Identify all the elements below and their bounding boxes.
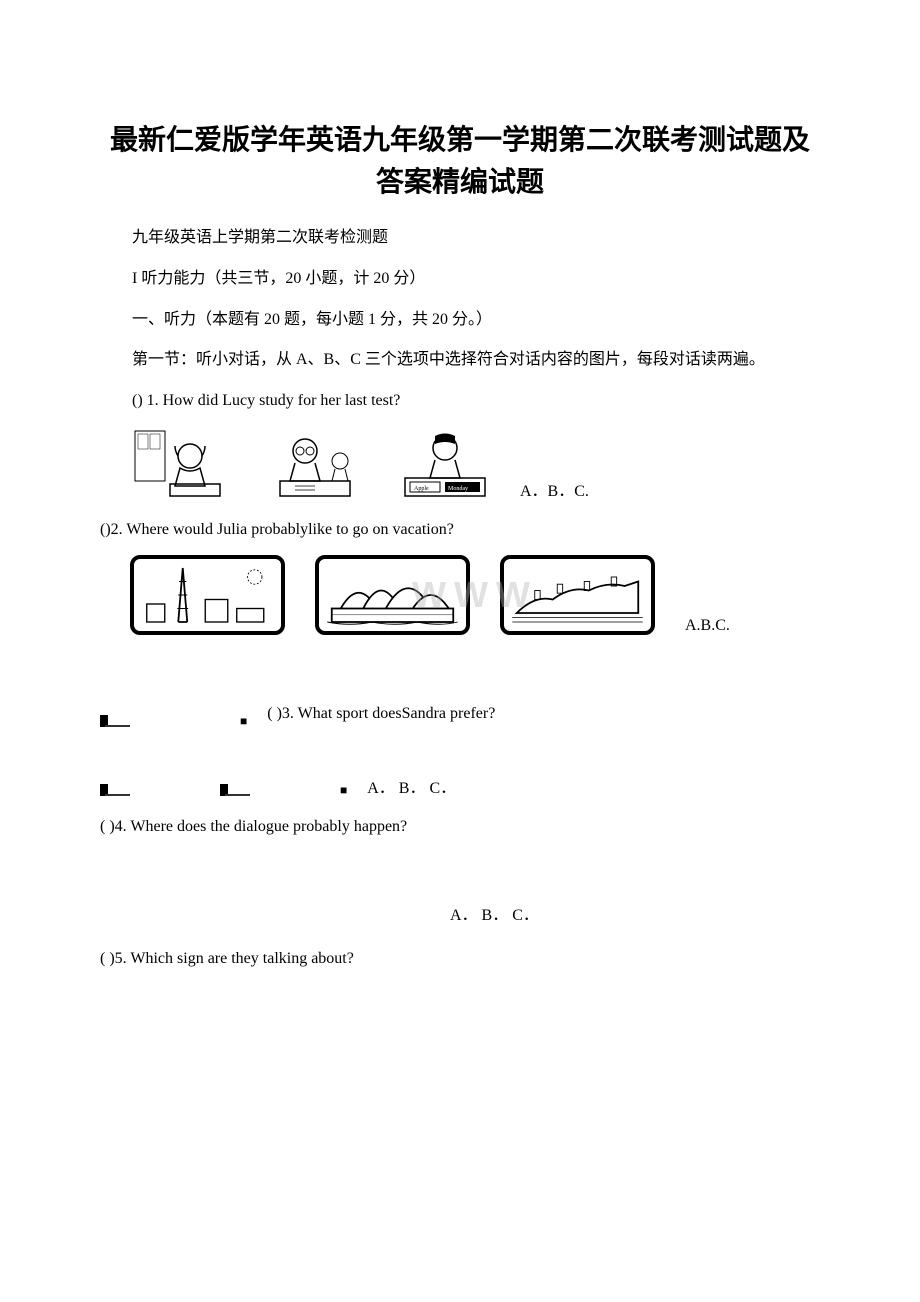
q3-icon-3	[220, 778, 260, 798]
q2-image-a	[130, 555, 285, 635]
section-one-instruction: 第一节：听小对话，从 A、B、C 三个选项中选择符合对话内容的图片，每段对话读两…	[100, 346, 820, 375]
q1-image-c: Apple Monday	[390, 426, 500, 501]
question-1-text: () 1. How did Lucy study for her last te…	[100, 387, 820, 416]
q3-marker: ■	[240, 714, 247, 729]
subtitle: 九年级英语上学期第二次联考检测题	[100, 224, 820, 253]
section-one-header: 一、听力（本题有 20 题，每小题 1 分，共 20 分。）	[100, 306, 820, 335]
q3-icon-2	[100, 778, 140, 798]
question-5-text: ( )5. Which sign are they talking about?	[100, 945, 820, 974]
q1-options: A．B．C.	[520, 477, 589, 501]
q2-image-b	[315, 555, 470, 635]
svg-text:Apple: Apple	[414, 486, 429, 492]
question-2-images: WWW A.B.C.	[130, 555, 820, 635]
q3-marker-2: ■	[340, 783, 347, 798]
question-3-options-row: ■ A． B． C．	[100, 774, 820, 798]
spacer-1	[100, 650, 820, 700]
q1-image-a	[130, 426, 240, 501]
q2-image-c	[500, 555, 655, 635]
question-3-row: ■ ( )3. What sport doesSandra prefer?	[100, 700, 820, 729]
question-2-text: ()2. Where would Julia probablylike to g…	[100, 516, 820, 545]
title-line-2: 答案精编试题	[376, 167, 544, 198]
document-title: 最新仁爱版学年英语九年级第一学期第二次联考测试题及 答案精编试题	[100, 120, 820, 204]
question-4-text: ( )4. Where does the dialogue probably h…	[100, 813, 820, 842]
q2-options: A.B.C.	[685, 617, 730, 635]
q3-icon-1	[100, 709, 140, 729]
q1-image-b	[260, 426, 370, 501]
question-3-text: ( )3. What sport doesSandra prefer?	[267, 700, 495, 729]
svg-text:Monday: Monday	[448, 486, 468, 492]
question-1-images: Apple Monday A．B．C.	[130, 426, 820, 501]
q3-options: A． B． C．	[367, 774, 456, 798]
spacer-2	[100, 744, 820, 774]
title-line-1: 最新仁爱版学年英语九年级第一学期第二次联考测试题及	[110, 125, 810, 156]
listening-section-header: I 听力能力（共三节，20 小题，计 20 分）	[100, 265, 820, 294]
q4-options: A． B． C．	[450, 901, 820, 925]
